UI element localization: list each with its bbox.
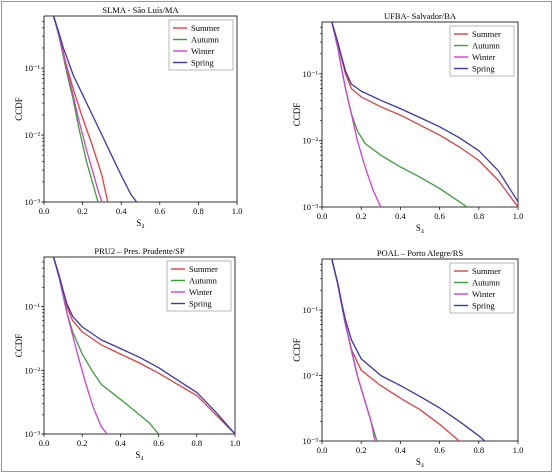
ufba-xtick-label: 0.2 bbox=[356, 211, 367, 221]
pru2-ylabel: CCDF bbox=[14, 334, 24, 358]
pru2-legend-label-winter: Winter bbox=[189, 287, 212, 297]
pru2-xtick-label: 0.0 bbox=[39, 438, 50, 448]
subplot-poal-svg: POAL – Porto Alegre/RS 0.0 0.2 0.4 0.6 0.8 1.0… bbox=[292, 248, 524, 467]
pru2-series-autumn bbox=[52, 257, 160, 434]
slma-series-winter bbox=[52, 16, 103, 202]
ufba-legend-label-winter: Winter bbox=[472, 52, 495, 62]
pru2-series-spring bbox=[52, 257, 235, 434]
pru2-legend-label-summer: Summer bbox=[189, 264, 218, 274]
slma-xtick-label: 0.8 bbox=[193, 206, 204, 216]
slma-xtick-label: 0.2 bbox=[77, 206, 88, 216]
poal-axes-frame bbox=[321, 258, 519, 442]
poal-legend-label-summer: Summer bbox=[472, 266, 501, 276]
slma-legend-label-winter: Winter bbox=[191, 46, 214, 56]
ufba-xtick-label: 0.0 bbox=[317, 211, 328, 221]
slma-ytick-label: 10⁻² bbox=[24, 130, 40, 140]
poal-xtick-label: 0.2 bbox=[356, 445, 367, 455]
ufba-title: UFBA- Salvador/BA bbox=[384, 11, 457, 21]
slma-ytick-label: 10⁻³ bbox=[24, 197, 40, 207]
pru2-xtick-label: 1.0 bbox=[230, 438, 241, 448]
pru2-xtick-label: 0.2 bbox=[77, 438, 88, 448]
ufba-xtick-label: 0.4 bbox=[395, 211, 406, 221]
ufba-legend-label-autumn: Autumn bbox=[472, 41, 501, 51]
poal-legend-label-autumn: Autumn bbox=[472, 278, 501, 288]
ufba-ytick-label: 10⁻² bbox=[302, 135, 318, 145]
poal-series-spring bbox=[331, 259, 486, 441]
pru2-ytick-label: 10⁻¹ bbox=[24, 302, 40, 312]
pru2-ytick-label: 10⁻³ bbox=[24, 429, 40, 439]
slma-axes-frame bbox=[43, 15, 238, 203]
pru2-legend-label-spring: Spring bbox=[189, 299, 212, 309]
slma-series-spring bbox=[52, 16, 138, 202]
poal-ytick-label: 10⁻¹ bbox=[302, 305, 318, 315]
poal-xtick-label: 0.6 bbox=[434, 445, 445, 455]
subplot-pru2-svg: PRU2 – Pres. Prudente/SP 0.0 0.2 0.4 0.6 0.8 1… bbox=[14, 246, 241, 460]
slma-xtick-label: 0.6 bbox=[154, 206, 165, 216]
slma-xlabel: S₄ bbox=[136, 218, 144, 228]
ufba-xtick-label: 0.6 bbox=[434, 211, 445, 221]
pru2-xtick-label: 0.4 bbox=[115, 438, 126, 448]
ufba-ylabel: CCDF bbox=[292, 103, 302, 127]
poal-ylabel: CCDF bbox=[292, 338, 302, 362]
pru2-series-winter bbox=[52, 257, 108, 434]
slma-legend-label-autumn: Autumn bbox=[191, 35, 220, 45]
poal-xtick-label: 0.4 bbox=[395, 445, 406, 455]
ufba-legend-label-spring: Spring bbox=[472, 64, 495, 74]
pru2-xtick-label: 0.8 bbox=[191, 438, 202, 448]
pru2-axes-frame bbox=[43, 256, 236, 435]
ufba-xtick-label: 0.8 bbox=[473, 211, 484, 221]
pru2-xlabel: S₄ bbox=[135, 450, 143, 460]
ufba-series-spring bbox=[331, 22, 518, 203]
ufba-ytick-label: 10⁻³ bbox=[302, 202, 318, 212]
slma-ylabel: CCDF bbox=[14, 97, 24, 121]
subplot-slma: SLMA - São Luís/MA 0.0 0.2 0.4 0.6 0.8 1.0 10⁻¹… bbox=[2, 2, 277, 234]
ufba-ytick-label: 10⁻¹ bbox=[302, 69, 318, 79]
ufba-series-winter bbox=[331, 22, 382, 207]
poal-legend-label-winter: Winter bbox=[472, 289, 495, 299]
slma-legend-label-spring: Spring bbox=[191, 58, 214, 68]
pru2-ytick-label: 10⁻² bbox=[24, 365, 40, 375]
subplot-ufba-svg: UFBA- Salvador/BA 0.0 0.2 0.4 0.6 0.8 1.0 10⁻¹ 1… bbox=[292, 11, 524, 233]
slma-legend-label-summer: Summer bbox=[191, 23, 220, 33]
poal-xtick-label: 0.8 bbox=[473, 445, 484, 455]
poal-title: POAL – Porto Alegre/RS bbox=[377, 248, 464, 258]
slma-ytick-label: 10⁻¹ bbox=[24, 63, 40, 73]
slma-xtick-label: 0.0 bbox=[39, 206, 50, 216]
poal-ytick-label: 10⁻³ bbox=[302, 436, 318, 446]
ufba-legend-label-summer: Summer bbox=[472, 29, 501, 39]
slma-title: SLMA - São Luís/MA bbox=[102, 5, 179, 15]
poal-xlabel: S₄ bbox=[416, 457, 424, 467]
slma-xtick-label: 1.0 bbox=[232, 206, 243, 216]
ufba-xlabel: S₄ bbox=[416, 223, 424, 233]
poal-ytick-label: 10⁻² bbox=[302, 370, 318, 380]
ufba-axes-frame bbox=[321, 21, 519, 208]
subplot-poal: POAL – Porto Alegre/RS 0.0 0.2 0.4 0.6 0.8 1.0… bbox=[277, 237, 552, 471]
pru2-legend-label-autumn: Autumn bbox=[189, 276, 218, 286]
subplot-ufba: UFBA- Salvador/BA 0.0 0.2 0.4 0.6 0.8 1.0 10⁻¹ 1… bbox=[277, 2, 552, 234]
poal-legend-label-spring: Spring bbox=[472, 301, 495, 311]
poal-xtick-label: 1.0 bbox=[513, 445, 524, 455]
poal-xtick-label: 0.0 bbox=[317, 445, 328, 455]
ufba-xtick-label: 1.0 bbox=[513, 211, 524, 221]
slma-xtick-label: 0.4 bbox=[116, 206, 127, 216]
subplot-slma-svg: SLMA - São Luís/MA 0.0 0.2 0.4 0.6 0.8 1.0 10⁻¹… bbox=[14, 5, 243, 228]
subplot-pru2: PRU2 – Pres. Prudente/SP 0.0 0.2 0.4 0.6 0.8 1… bbox=[2, 237, 277, 471]
pru2-title: PRU2 – Pres. Prudente/SP bbox=[94, 246, 184, 256]
pru2-xtick-label: 0.6 bbox=[153, 438, 164, 448]
